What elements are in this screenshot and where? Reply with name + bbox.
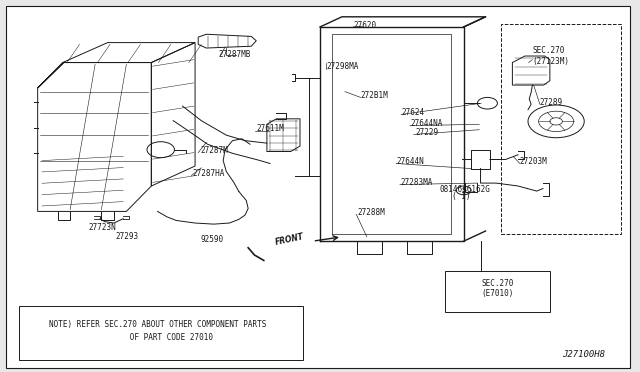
Text: FRONT: FRONT: [275, 232, 305, 247]
Text: OF PART CODE 27010: OF PART CODE 27010: [102, 333, 213, 342]
Text: 27611M: 27611M: [256, 124, 284, 133]
Bar: [501, 24, 621, 234]
Text: 27620: 27620: [353, 21, 376, 30]
Text: S: S: [461, 187, 466, 193]
Text: 272B1M: 272B1M: [360, 91, 388, 100]
Text: NOTE) REFER SEC.270 ABOUT OTHER COMPONENT PARTS: NOTE) REFER SEC.270 ABOUT OTHER COMPONEN…: [49, 320, 266, 329]
Text: 27287M: 27287M: [200, 146, 228, 155]
Text: 27287MB: 27287MB: [219, 50, 251, 59]
Text: 08146-6162G: 08146-6162G: [440, 185, 491, 194]
Text: 92590: 92590: [200, 235, 223, 244]
Text: 27723N: 27723N: [89, 223, 116, 232]
Bar: [19, 306, 303, 360]
Text: 27203M: 27203M: [520, 157, 548, 166]
Text: 27644N: 27644N: [396, 157, 424, 166]
Text: 27298MA: 27298MA: [326, 62, 358, 71]
Text: 27293: 27293: [115, 232, 138, 241]
Text: 27287HA: 27287HA: [193, 169, 225, 178]
Text: J27100H8: J27100H8: [563, 350, 605, 359]
Text: 27624: 27624: [401, 108, 424, 117]
Text: 27283MA: 27283MA: [400, 178, 433, 187]
Text: 27288M: 27288M: [358, 208, 385, 217]
Text: 27644NA: 27644NA: [410, 119, 442, 128]
Text: ( 1): ( 1): [452, 192, 471, 201]
Bar: [445, 270, 550, 312]
Text: 27289: 27289: [540, 98, 563, 107]
Text: 27229: 27229: [415, 128, 438, 137]
Text: SEC.270
(E7010): SEC.270 (E7010): [481, 279, 513, 298]
Text: SEC.270
(27123M): SEC.270 (27123M): [532, 46, 570, 66]
